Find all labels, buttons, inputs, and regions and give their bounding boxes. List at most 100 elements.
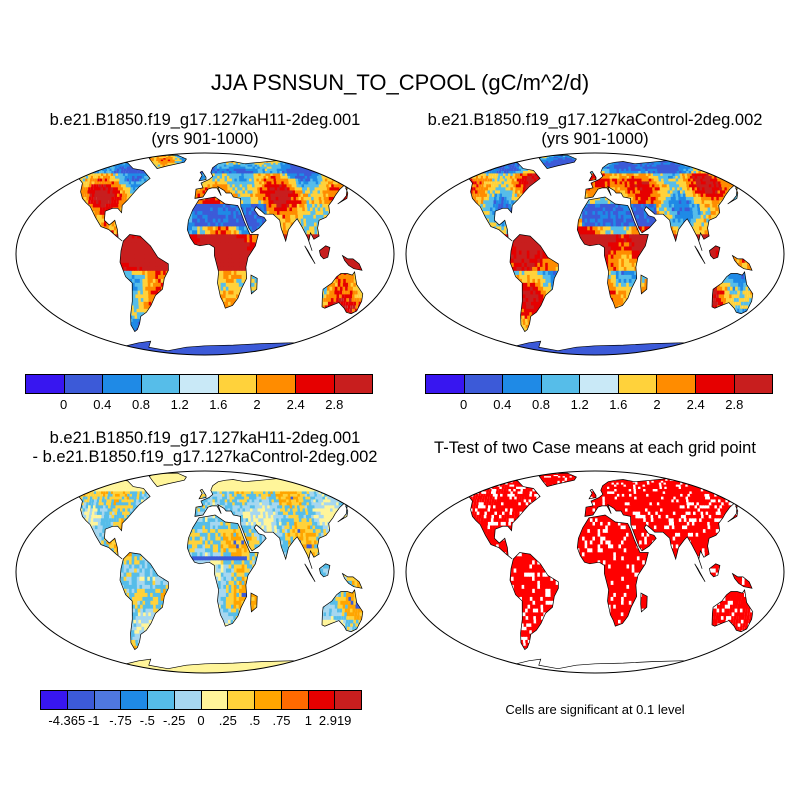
map-border <box>405 152 785 356</box>
colorbar-box <box>148 691 175 709</box>
coastline <box>727 503 739 523</box>
coastline <box>709 245 721 260</box>
colorbar-box <box>64 375 104 393</box>
colorbar-box <box>580 375 619 393</box>
coastline <box>194 157 377 251</box>
colorbar-box <box>67 691 95 709</box>
colorbar-box <box>695 375 735 393</box>
coastline <box>341 254 363 271</box>
coastline <box>304 563 316 582</box>
colorbar-box <box>281 691 309 709</box>
colorbar-box <box>141 375 181 393</box>
coastline <box>694 245 706 264</box>
colorbar-tick-label: 0.4 <box>493 397 511 412</box>
colorbar-box <box>94 691 122 709</box>
colorbar-tick-label: .75 <box>272 713 290 728</box>
colorbar-tick-label: 1.6 <box>609 397 627 412</box>
panel-1-title: b.e21.B1850.f19_g17.127kaH11-2deg.001 <box>10 110 400 130</box>
panel-2-subtitle: (yrs 901-1000) <box>400 130 790 149</box>
panel-3-map <box>15 470 395 674</box>
coastline <box>337 185 349 205</box>
colorbar-3: -4.365 -1 -.75 -.5 -.25 0 .25 .5 .75 1 2.919 <box>40 690 362 728</box>
colorbar-tick-label: 2.8 <box>325 397 343 412</box>
panel-4-map <box>405 470 785 674</box>
coastline <box>760 627 776 641</box>
colorbar-tick-label: .5 <box>249 713 260 728</box>
coastline <box>731 254 753 271</box>
coastline <box>760 309 776 323</box>
coastline <box>576 196 649 309</box>
coastline <box>509 234 559 333</box>
colorbar-box <box>295 375 335 393</box>
colorbar-box <box>503 375 542 393</box>
colorbar-tick-label: -.75 <box>109 713 131 728</box>
colorbar-box <box>103 375 142 393</box>
colorbar-tick-label: 0 <box>60 397 67 412</box>
coastline <box>250 274 258 295</box>
colorbar-box <box>618 375 658 393</box>
colorbar-tick-label: 1.2 <box>571 397 589 412</box>
colorbar-tick-label: 2.8 <box>725 397 743 412</box>
colorbar-tick-label: -1 <box>88 713 100 728</box>
colorbar-box <box>201 691 229 709</box>
coastline <box>584 157 767 251</box>
map-border <box>405 470 785 674</box>
coastline <box>509 552 559 651</box>
panel-1-subtitle: (yrs 901-1000) <box>10 130 400 149</box>
land-cells <box>371 627 385 641</box>
coastline <box>435 477 541 560</box>
coastline <box>319 245 331 260</box>
colorbar-tick-label: 0 <box>197 713 204 728</box>
coastline <box>640 592 648 613</box>
land-cells <box>761 627 775 641</box>
map-border <box>15 470 395 674</box>
colorbar-box <box>334 375 373 393</box>
colorbar-box <box>335 691 361 709</box>
coastline <box>640 274 648 295</box>
colorbar-tick-label: -4.365 <box>48 713 85 728</box>
coastline <box>194 475 377 569</box>
colorbar-tick-label: 0.4 <box>93 397 111 412</box>
colorbar-box <box>26 375 65 393</box>
colorbar-box <box>228 691 255 709</box>
colorbar-1: 0 0.4 0.8 1.2 1.6 2 2.4 2.8 <box>25 374 373 412</box>
panel-3-subtitle: - b.e21.B1850.f19_g17.127kaControl-2deg.… <box>10 448 400 467</box>
colorbar-box <box>255 691 282 709</box>
colorbar-tick-label: 2.4 <box>287 397 305 412</box>
colorbar-tick-label: 2.4 <box>687 397 705 412</box>
coastline <box>588 488 597 500</box>
coastline <box>588 170 597 182</box>
significance-note: Cells are significant at 0.1 level <box>410 702 780 717</box>
coastline <box>119 234 169 333</box>
coastline <box>198 488 207 500</box>
coastline <box>435 159 541 242</box>
coastline <box>370 309 386 323</box>
colorbar-box <box>121 691 148 709</box>
colorbar-box <box>734 375 773 393</box>
coastline <box>148 472 187 487</box>
coastline <box>727 185 739 205</box>
coastline <box>321 271 364 315</box>
colorbar-box <box>257 375 296 393</box>
panel-1-map <box>15 152 395 356</box>
coastline <box>148 154 187 169</box>
panel-4-title: T-Test of two Case means at each grid po… <box>400 438 790 458</box>
colorbar-tick-label: 1.2 <box>171 397 189 412</box>
coastline <box>186 514 259 627</box>
coastline <box>538 472 577 487</box>
colorbar-tick-label: -.5 <box>140 713 155 728</box>
coastline <box>709 563 721 578</box>
colorbar-boxes <box>25 374 373 394</box>
colorbar-tick-label: .25 <box>219 713 237 728</box>
colorbar-tick-label: 0.8 <box>132 397 150 412</box>
colorbar-tick-label: 2 <box>653 397 660 412</box>
colorbar-box <box>218 375 258 393</box>
colorbar-box <box>464 375 504 393</box>
panel-2-title: b.e21.B1850.f19_g17.127kaControl-2deg.00… <box>400 110 790 130</box>
coastline <box>731 572 753 589</box>
colorbar-box <box>41 691 68 709</box>
colorbar-box <box>174 691 202 709</box>
map-border <box>15 152 395 356</box>
colorbar-tick-label: 0 <box>460 397 467 412</box>
colorbar-tick-label: 0.8 <box>532 397 550 412</box>
